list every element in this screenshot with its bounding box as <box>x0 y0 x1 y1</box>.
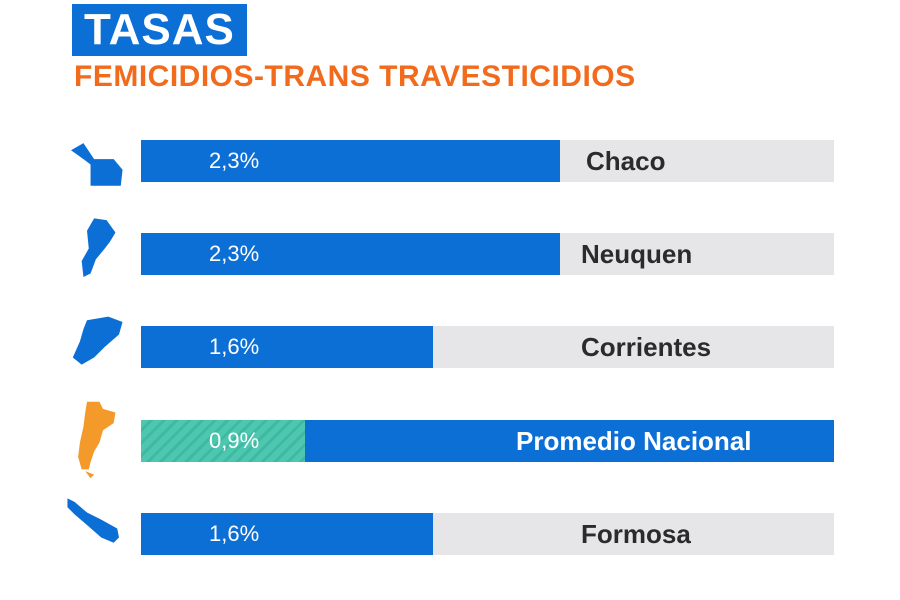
category-label: Corrientes <box>581 332 712 362</box>
data-label: 2,3% <box>209 241 260 266</box>
bar-track: 0,9% Promedio Nacional <box>141 420 834 462</box>
bar-row-promedio-nacional: 0,9% Promedio Nacional <box>0 400 900 480</box>
bar-formosa <box>141 513 433 555</box>
bar-track: 2,3% Neuquen <box>141 233 834 275</box>
bar-neuquen <box>141 233 560 275</box>
data-label: 2,3% <box>209 148 260 173</box>
bar-chaco <box>141 140 560 182</box>
bar-row-formosa: 1,6% Formosa <box>0 493 900 573</box>
title-box: TASAS <box>72 4 247 56</box>
corrientes-map-icon <box>72 316 123 365</box>
neuquen-map-icon <box>81 218 116 277</box>
category-label: Chaco <box>586 146 666 176</box>
bar-track: 2,3% Chaco <box>141 140 834 182</box>
chart-title: TASAS <box>84 5 235 54</box>
argentina-map-icon <box>78 401 116 479</box>
data-label: 0,9% <box>209 428 260 453</box>
bar-corrientes <box>141 326 433 368</box>
data-label: 1,6% <box>209 521 260 546</box>
bar-track: 1,6% Formosa <box>141 513 834 555</box>
bar-row-chaco: 2,3% Chaco <box>0 120 900 200</box>
bar-track: 1,6% Corrientes <box>141 326 834 368</box>
chart-subtitle: FEMICIDIOS-TRANS TRAVESTICIDIOS <box>74 60 636 93</box>
category-label: Promedio Nacional <box>516 426 752 456</box>
bar-row-neuquen: 2,3% Neuquen <box>0 213 900 293</box>
bar-row-corrientes: 1,6% Corrientes <box>0 306 900 386</box>
data-label: 1,6% <box>209 334 260 359</box>
category-label: Neuquen <box>581 239 693 269</box>
chaco-map-icon <box>71 143 123 186</box>
formosa-map-icon <box>67 498 119 543</box>
category-label: Formosa <box>581 519 691 549</box>
bar-promedio-nacional <box>141 420 305 462</box>
